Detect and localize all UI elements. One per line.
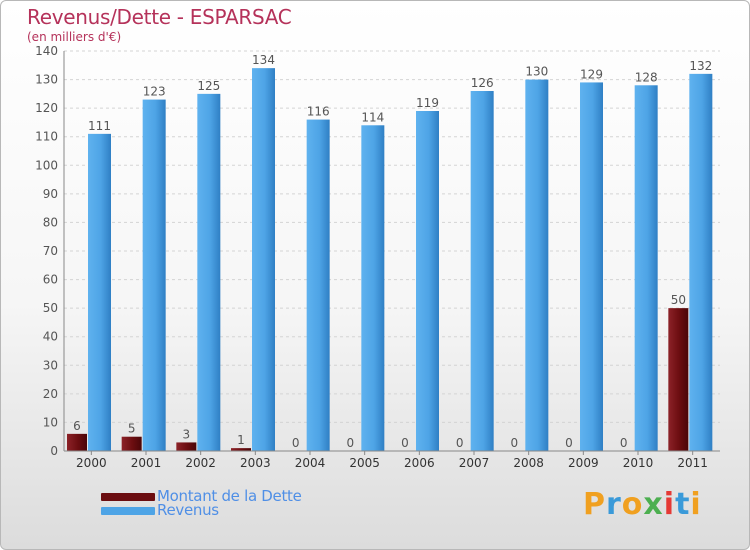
logo-letter: r <box>606 487 622 522</box>
revenus-value-label: 128 <box>635 70 658 84</box>
chart-subtitle: (en milliers d'€) <box>27 30 122 44</box>
revenus-bar-2006 <box>416 111 439 451</box>
revenus-value-label: 125 <box>197 79 220 93</box>
y-tick-label: 10 <box>43 415 58 429</box>
revenus-value-label: 134 <box>252 53 275 67</box>
y-tick-label: 20 <box>43 387 58 401</box>
x-tick-label: 2002 <box>185 456 216 470</box>
proxiti-logo: Proxiti <box>583 487 702 522</box>
y-tick-label: 50 <box>43 301 58 315</box>
revenus-bar-2008 <box>525 79 549 452</box>
dette-bar-2011 <box>668 308 689 451</box>
revenus-value-label: 116 <box>307 105 330 119</box>
y-tick-label: 40 <box>43 330 58 344</box>
legend-swatch-revenus <box>101 507 155 515</box>
dette-value-label: 0 <box>456 436 464 450</box>
revenus-bar-2001 <box>142 99 166 452</box>
x-tick-label: 2000 <box>76 456 107 470</box>
chart-title: Revenus/Dette - ESPARSAC <box>27 5 292 29</box>
x-tick-label: 2011 <box>677 456 708 470</box>
x-tick-label: 2005 <box>349 456 380 470</box>
revenus-value-label: 119 <box>416 96 439 110</box>
dette-bar-2001 <box>121 436 142 451</box>
dette-value-label: 0 <box>511 436 519 450</box>
y-tick-label: 0 <box>50 444 58 458</box>
x-tick-label: 2008 <box>513 456 544 470</box>
x-tick-label: 2004 <box>295 456 326 470</box>
logo-letter: P <box>583 487 606 522</box>
logo-letter: i <box>690 487 702 522</box>
dette-value-label: 5 <box>128 422 136 436</box>
logo-letter: i <box>663 487 676 522</box>
revenus-value-label: 111 <box>88 119 111 133</box>
x-tick-label: 2009 <box>568 456 599 470</box>
dette-value-label: 0 <box>565 436 573 450</box>
x-tick-label: 2006 <box>404 456 435 470</box>
dette-value-label: 6 <box>73 419 81 433</box>
revenus-bar-2004 <box>306 119 330 452</box>
revenus-value-label: 132 <box>689 59 712 73</box>
legend-label-revenus: Revenus <box>157 501 219 519</box>
dette-value-label: 0 <box>401 436 409 450</box>
bars-layer <box>67 68 713 452</box>
legend-label-dette: Montant de la Dette <box>157 487 302 505</box>
y-tick-label: 80 <box>43 215 58 229</box>
revenus-value-label: 123 <box>143 85 166 99</box>
x-tick-label: 2001 <box>131 456 162 470</box>
y-tick-label: 140 <box>35 44 58 58</box>
revenus-value-label: 130 <box>525 65 548 79</box>
revenus-bar-2000 <box>88 133 111 451</box>
dette-value-label: 0 <box>347 436 355 450</box>
y-tick-label: 120 <box>35 101 58 115</box>
dette-value-label: 0 <box>292 436 300 450</box>
logo-letter: x <box>643 487 664 522</box>
revenus-bar-2009 <box>580 82 603 451</box>
revenus-bar-2007 <box>470 91 494 451</box>
revenus-bar-2005 <box>361 125 385 452</box>
x-tick-label: 2003 <box>240 456 271 470</box>
y-tick-label: 30 <box>43 358 58 372</box>
revenus-value-label: 114 <box>361 110 384 124</box>
dette-bar-2002 <box>176 442 197 451</box>
legend-swatch-dette <box>101 493 155 501</box>
labels-layer: 6 111 5 123 3 125 1 134 0 116 0 114 0 119 0 126 0 130 0 129… <box>73 53 712 450</box>
dette-bar-2003 <box>231 448 251 451</box>
revenus-value-label: 126 <box>471 76 494 90</box>
dette-value-label: 3 <box>183 427 191 441</box>
y-tick-label: 70 <box>43 244 58 258</box>
logo-letter: t <box>675 487 691 522</box>
revenus-bar-2011 <box>689 73 713 451</box>
dette-value-label: 50 <box>671 293 686 307</box>
y-tick-label: 110 <box>35 130 58 144</box>
dette-bar-2000 <box>67 433 87 451</box>
revenus-value-label: 129 <box>580 67 603 81</box>
revenus-bar-2003 <box>252 68 275 452</box>
y-tick-label: 60 <box>43 273 58 287</box>
dette-value-label: 1 <box>237 433 245 447</box>
revenus-bar-2010 <box>634 85 658 452</box>
x-tick-label: 2010 <box>623 456 654 470</box>
x-tick-label: 2007 <box>459 456 490 470</box>
y-tick-label: 90 <box>43 187 58 201</box>
dette-value-label: 0 <box>620 436 628 450</box>
y-tick-label: 130 <box>35 73 58 87</box>
logo-letter: o <box>621 487 644 522</box>
y-tick-label: 100 <box>35 158 58 172</box>
revenus-bar-2002 <box>197 93 221 451</box>
